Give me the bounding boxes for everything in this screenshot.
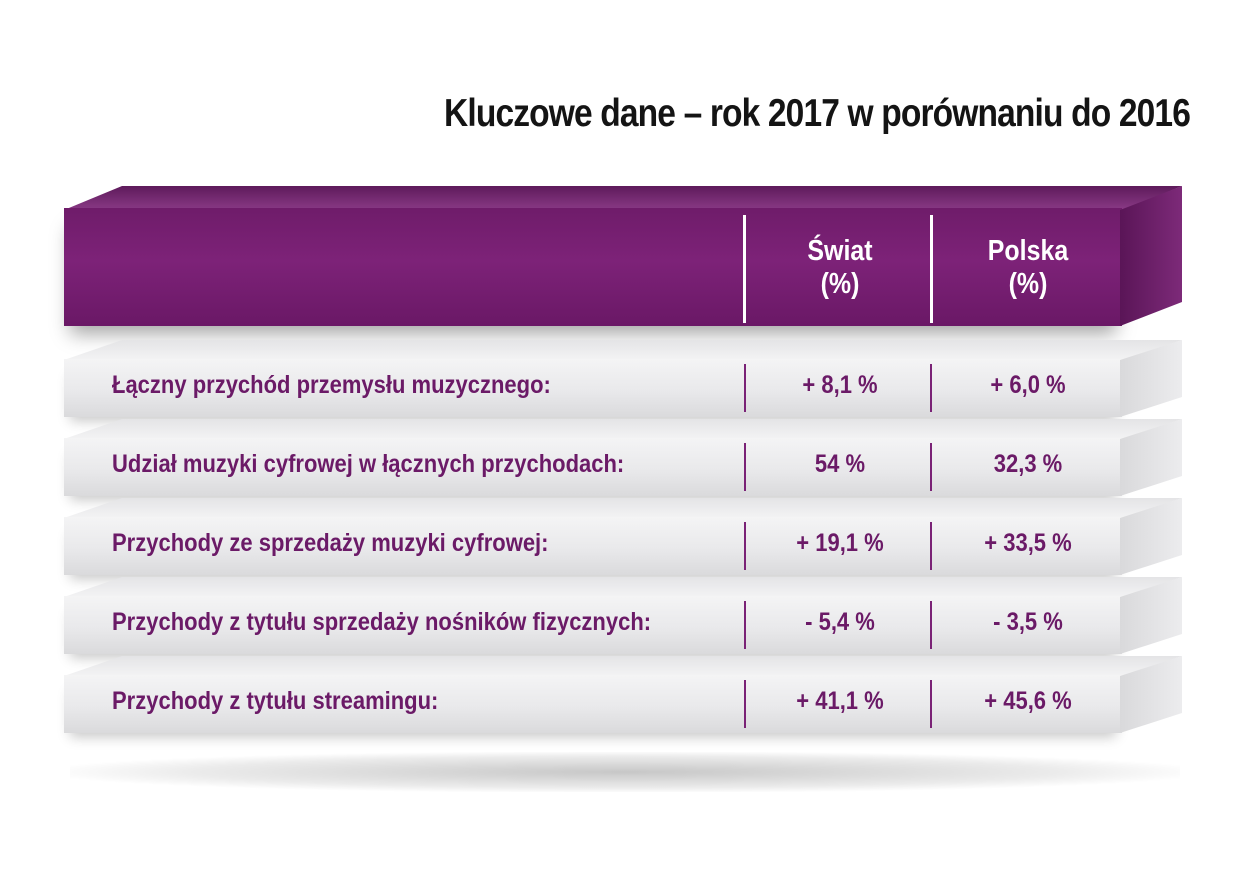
row-front-face	[64, 517, 1122, 575]
header-divider-2	[930, 215, 933, 323]
cell-swiat: + 8,1 %	[802, 371, 878, 399]
row-top-face	[64, 340, 1182, 360]
row-label: Przychody z tytułu sprzedaży nośników fi…	[112, 608, 652, 636]
column-header-name: Polska	[987, 235, 1069, 267]
row-divider	[744, 680, 746, 728]
row-front-face	[64, 675, 1122, 733]
header-top-face	[64, 186, 1182, 210]
row-divider	[744, 443, 746, 491]
row-label: Przychody z tytułu streamingu:	[112, 687, 439, 715]
row-label: Udział muzyki cyfrowej w łącznych przych…	[112, 450, 625, 478]
cell-swiat: + 41,1 %	[796, 687, 884, 715]
table-row: Przychody z tytułu streamingu: + 41,1 % …	[64, 656, 1182, 736]
table-shadow	[70, 752, 1180, 792]
row-top-face	[64, 498, 1182, 518]
row-divider	[744, 522, 746, 570]
row-front-face	[64, 596, 1122, 654]
row-front-face	[64, 438, 1122, 496]
row-top-face	[64, 656, 1182, 676]
row-label: Przychody ze sprzedaży muzyki cyfrowej:	[112, 529, 549, 557]
table-row: Przychody z tytułu sprzedaży nośników fi…	[64, 577, 1182, 657]
row-divider	[930, 680, 932, 728]
cell-polska: 32,3 %	[993, 450, 1063, 478]
cell-polska: + 45,6 %	[984, 687, 1072, 715]
chart-title: Kluczowe dane – rok 2017 w porównaniu do…	[444, 92, 1191, 135]
header-side-face	[1120, 186, 1182, 326]
column-header-swiat: Świat (%)	[763, 235, 918, 301]
row-divider	[930, 443, 932, 491]
row-divider	[744, 364, 746, 412]
column-header-unit: (%)	[820, 268, 860, 300]
cell-swiat: - 5,4 %	[805, 608, 875, 636]
table-row: Udział muzyki cyfrowej w łącznych przych…	[64, 419, 1182, 499]
cell-polska: + 6,0 %	[990, 371, 1066, 399]
column-header-name: Świat	[807, 235, 873, 267]
row-divider	[930, 364, 932, 412]
cell-swiat: + 19,1 %	[796, 529, 884, 557]
header-divider-1	[743, 215, 746, 323]
row-top-face	[64, 577, 1182, 597]
table-row: Łączny przychód przemysłu muzycznego: + …	[64, 340, 1182, 420]
column-header-unit: (%)	[1008, 268, 1048, 300]
cell-swiat: 54 %	[814, 450, 866, 478]
cell-polska: + 33,5 %	[984, 529, 1072, 557]
header-front-face	[64, 208, 1122, 326]
column-header-polska: Polska (%)	[951, 235, 1106, 301]
row-label: Łączny przychód przemysłu muzycznego:	[112, 371, 551, 399]
row-front-face	[64, 359, 1122, 417]
row-divider	[930, 522, 932, 570]
cell-polska: - 3,5 %	[993, 608, 1063, 636]
table-row: Przychody ze sprzedaży muzyki cyfrowej: …	[64, 498, 1182, 578]
row-divider	[930, 601, 932, 649]
row-divider	[744, 601, 746, 649]
row-top-face	[64, 419, 1182, 439]
